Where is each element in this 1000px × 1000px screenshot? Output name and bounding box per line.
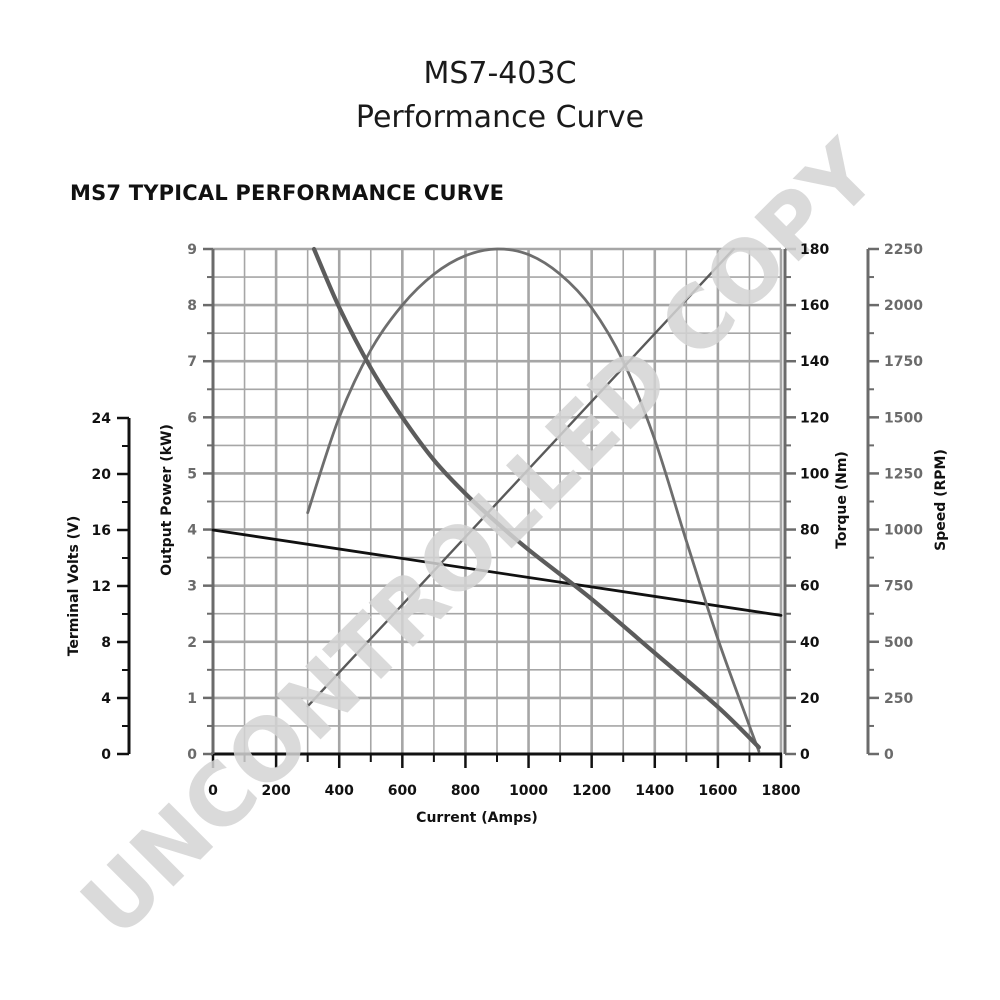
power-tick-label: 6 (187, 410, 197, 426)
series (211, 246, 783, 753)
x-tick-label: 800 (451, 783, 480, 799)
volts-series-line (211, 528, 783, 617)
torque-tick-label: 80 (800, 523, 820, 539)
x-axis-label: Current (Amps) (416, 810, 538, 826)
x-tick-label: 600 (388, 783, 417, 799)
power-axis-label: Output Power (kW) (159, 424, 175, 576)
x-tick-label: 1400 (635, 783, 674, 799)
torque-tick-label: 60 (800, 579, 820, 595)
speed-tick-label: 250 (884, 691, 913, 707)
x-tick-label: 1200 (572, 783, 611, 799)
power-tick-label: 1 (187, 691, 197, 707)
volts-tick-label: 24 (92, 411, 112, 427)
torque-series-line (306, 247, 735, 708)
x-tick-label: 1600 (698, 783, 737, 799)
axis-labels: 0 200 400 600 800 1000 1200 1400 1600 1800Current… (66, 242, 949, 826)
torque-tick-label: 0 (800, 747, 810, 763)
x-tick-label: 0 (208, 783, 218, 799)
speed-tick-label: 0 (884, 747, 894, 763)
power-tick-label: 9 (187, 242, 197, 258)
power-tick-label: 4 (187, 523, 197, 539)
speed-tick-label: 2000 (884, 298, 923, 314)
volts-tick-label: 16 (92, 523, 111, 539)
speed-tick-label: 1250 (884, 466, 923, 482)
torque-tick-label: 160 (800, 298, 829, 314)
volts-tick-label: 12 (92, 579, 111, 595)
axes (117, 247, 879, 768)
power-tick-label: 2 (187, 635, 197, 651)
chart-title-line2: Performance Curve (355, 100, 645, 135)
speed-tick-label: 1000 (884, 523, 923, 539)
speed-tick-label: 750 (884, 579, 913, 595)
speed-tick-label: 1750 (884, 354, 923, 370)
speed-series-line (311, 246, 761, 750)
speed-tick-label: 1500 (884, 410, 923, 426)
chart-title: MS7-403C (423, 56, 577, 91)
speed-tick-label: 500 (884, 635, 913, 651)
torque-tick-label: 100 (800, 466, 829, 482)
speed-axis-label: Speed (RPM) (933, 449, 949, 551)
torque-tick-label: 20 (800, 691, 820, 707)
power-series-line (306, 247, 761, 753)
chart-subtitle: MS7 TYPICAL PERFORMANCE CURVE (70, 181, 505, 205)
volts-tick-label: 8 (101, 635, 111, 651)
torque-tick-label: 140 (800, 354, 829, 370)
volts-axis-label: Terminal Volts (V) (66, 516, 82, 657)
x-tick-label: 200 (261, 783, 290, 799)
torque-tick-label: 40 (800, 635, 820, 651)
x-tick-label: 1000 (509, 783, 548, 799)
volts-tick-label: 4 (101, 691, 111, 707)
power-tick-label: 3 (187, 579, 197, 595)
power-tick-label: 7 (187, 354, 197, 370)
power-tick-label: 5 (187, 466, 197, 482)
volts-tick-label: 0 (101, 747, 111, 763)
torque-tick-label: 180 (800, 242, 829, 258)
x-tick-label: 1800 (762, 783, 801, 799)
torque-axis-label: Torque (Nm) (834, 451, 850, 549)
x-tick-label: 400 (325, 783, 354, 799)
volts-tick-label: 20 (92, 467, 112, 483)
torque-tick-label: 120 (800, 410, 829, 426)
power-tick-label: 8 (187, 298, 197, 314)
grid (211, 247, 783, 756)
speed-tick-label: 2250 (884, 242, 923, 258)
power-tick-label: 0 (187, 747, 197, 763)
